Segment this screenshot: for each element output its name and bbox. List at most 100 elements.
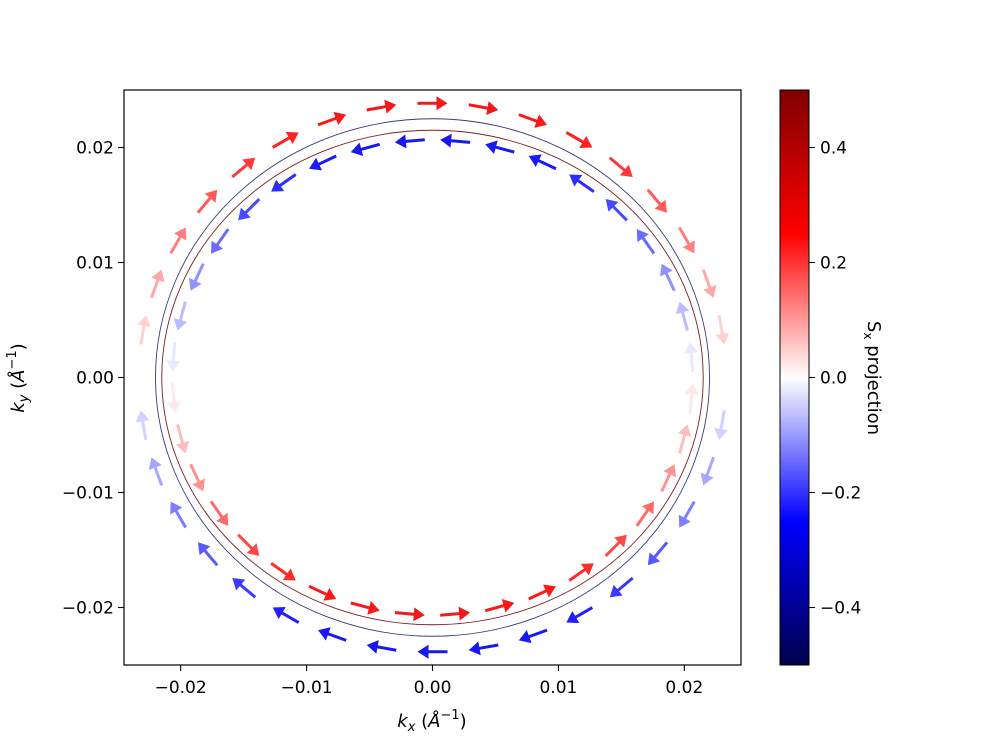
y-tick-label: −0.01 (62, 484, 114, 504)
colorbar-tick-label: 0.2 (820, 254, 847, 274)
inner-spin-arrow (440, 133, 471, 148)
y-tick-label: −0.02 (62, 599, 114, 619)
outer-spin-arrow (150, 269, 165, 299)
inner-spin-arrow (309, 154, 337, 171)
outer-spin-arrow (417, 644, 448, 659)
inner-spin-arrow (660, 263, 676, 292)
outer-spin-arrow (317, 627, 347, 642)
outer-spin-arrow (518, 113, 548, 128)
inner-spin-arrow (308, 584, 337, 601)
colorbar-tick-label: −0.4 (820, 599, 861, 619)
outer-spin-arrow (148, 457, 164, 486)
x-axis-ticks: −0.02 −0.01 0.00 0.01 0.02 (155, 665, 703, 698)
inner-spin-arrow (440, 606, 471, 621)
outer-spin-arrow (700, 456, 715, 486)
x-tick-label: 0.00 (414, 678, 452, 698)
outer-spin-arrow (231, 157, 256, 179)
x-axis-title: kx (Å−1) (397, 708, 466, 735)
outer-spin-arrow (271, 131, 299, 149)
inner-spin-arrow (166, 341, 181, 372)
inner-spin-arrow (271, 173, 297, 192)
y-tick-label: 0.02 (76, 139, 114, 159)
outer-spin-arrow (170, 501, 187, 529)
outer-spin-arrow (608, 156, 633, 178)
inner-spin-arrow (350, 142, 381, 157)
inner-spin-arrow (684, 341, 699, 372)
inner-spin-arrow (528, 154, 557, 171)
inner-spin-arrow (237, 533, 260, 556)
inner-spin-arrow (394, 607, 425, 622)
outer-spin-arrow (566, 606, 594, 624)
y-axis-title: ky (Å−1) (5, 343, 32, 412)
inner-spin-arrow (189, 463, 205, 492)
outer-spin-arrow (232, 577, 257, 599)
inner-spin-arrow (484, 598, 515, 613)
y-tick-label: 0.00 (76, 369, 114, 389)
x-tick-label: 0.01 (539, 678, 577, 698)
outer-spin-arrow (137, 315, 151, 345)
inner-spin-arrow (175, 424, 190, 454)
outer-spin-arrow (131, 362, 146, 393)
outer-spin-arrow (714, 410, 728, 440)
outer-spin-arrow (169, 227, 187, 255)
inner-spin-arrow (604, 534, 627, 558)
outer-spin-arrow (196, 189, 218, 214)
inner-spin-arrow (675, 301, 690, 331)
inner-spin-arrow (528, 584, 556, 601)
inner-contour (161, 129, 704, 626)
outer-spin-arrow (719, 362, 734, 393)
inner-spin-arrow (166, 383, 181, 414)
spin-arrows (131, 96, 734, 659)
plot-area (123, 89, 742, 666)
inner-spin-arrow (677, 424, 692, 454)
inner-spin-arrow (238, 197, 261, 221)
x-tick-label: 0.02 (665, 678, 703, 698)
outer-spin-arrow (565, 131, 593, 149)
colorbar-tick-label: 0.0 (820, 369, 847, 389)
outer-spin-arrow (518, 628, 548, 644)
outer-contour (155, 118, 710, 637)
inner-spin-arrow (188, 262, 205, 291)
outer-spin-arrow (366, 640, 397, 654)
outer-spin-arrow (468, 641, 499, 656)
inner-spin-arrow (211, 228, 230, 254)
outer-spin-arrow (678, 226, 695, 254)
x-tick-label: −0.02 (155, 678, 207, 698)
outer-spin-arrow (468, 101, 499, 115)
outer-spin-arrow (317, 111, 347, 127)
colorbar (779, 89, 810, 666)
outer-spin-arrow (678, 500, 696, 528)
inner-spin-arrow (660, 464, 677, 493)
outer-spin-arrow (646, 188, 668, 213)
inner-spin-arrow (270, 562, 296, 581)
outer-spin-arrow (197, 542, 219, 567)
inner-spin-arrow (394, 134, 425, 149)
x-tick-label: −0.01 (281, 678, 333, 698)
inner-spin-arrow (485, 140, 515, 154)
outer-spin-arrow (647, 541, 669, 566)
inner-spin-arrow (635, 501, 654, 527)
inner-spin-arrow (350, 601, 380, 615)
inner-spin-arrow (605, 199, 628, 222)
fermi-contours (155, 118, 710, 637)
y-axis-ticks: −0.02 −0.01 0.00 0.01 0.02 (62, 139, 124, 619)
inner-spin-arrow (569, 174, 595, 193)
inner-spin-arrow (173, 301, 188, 331)
inner-spin-arrow (684, 383, 699, 414)
outer-spin-arrow (272, 606, 300, 624)
inner-spin-arrow (209, 500, 229, 526)
colorbar-ticks: 0.4 0.2 0.0 −0.2 −0.4 (809, 139, 861, 619)
outer-spin-arrow (701, 269, 717, 298)
outer-spin-arrow (609, 576, 634, 598)
outer-spin-arrow (417, 96, 448, 111)
outer-spin-arrow (715, 314, 730, 345)
outer-spin-arrow (135, 410, 150, 441)
colorbar-tick-label: −0.2 (820, 484, 861, 504)
colorbar-label: Sx projection (861, 321, 884, 435)
y-tick-label: 0.01 (76, 254, 114, 274)
colorbar-tick-label: 0.4 (820, 139, 847, 159)
inner-spin-arrow (636, 229, 656, 255)
inner-spin-arrow (568, 563, 594, 582)
outer-spin-arrow (366, 99, 397, 114)
